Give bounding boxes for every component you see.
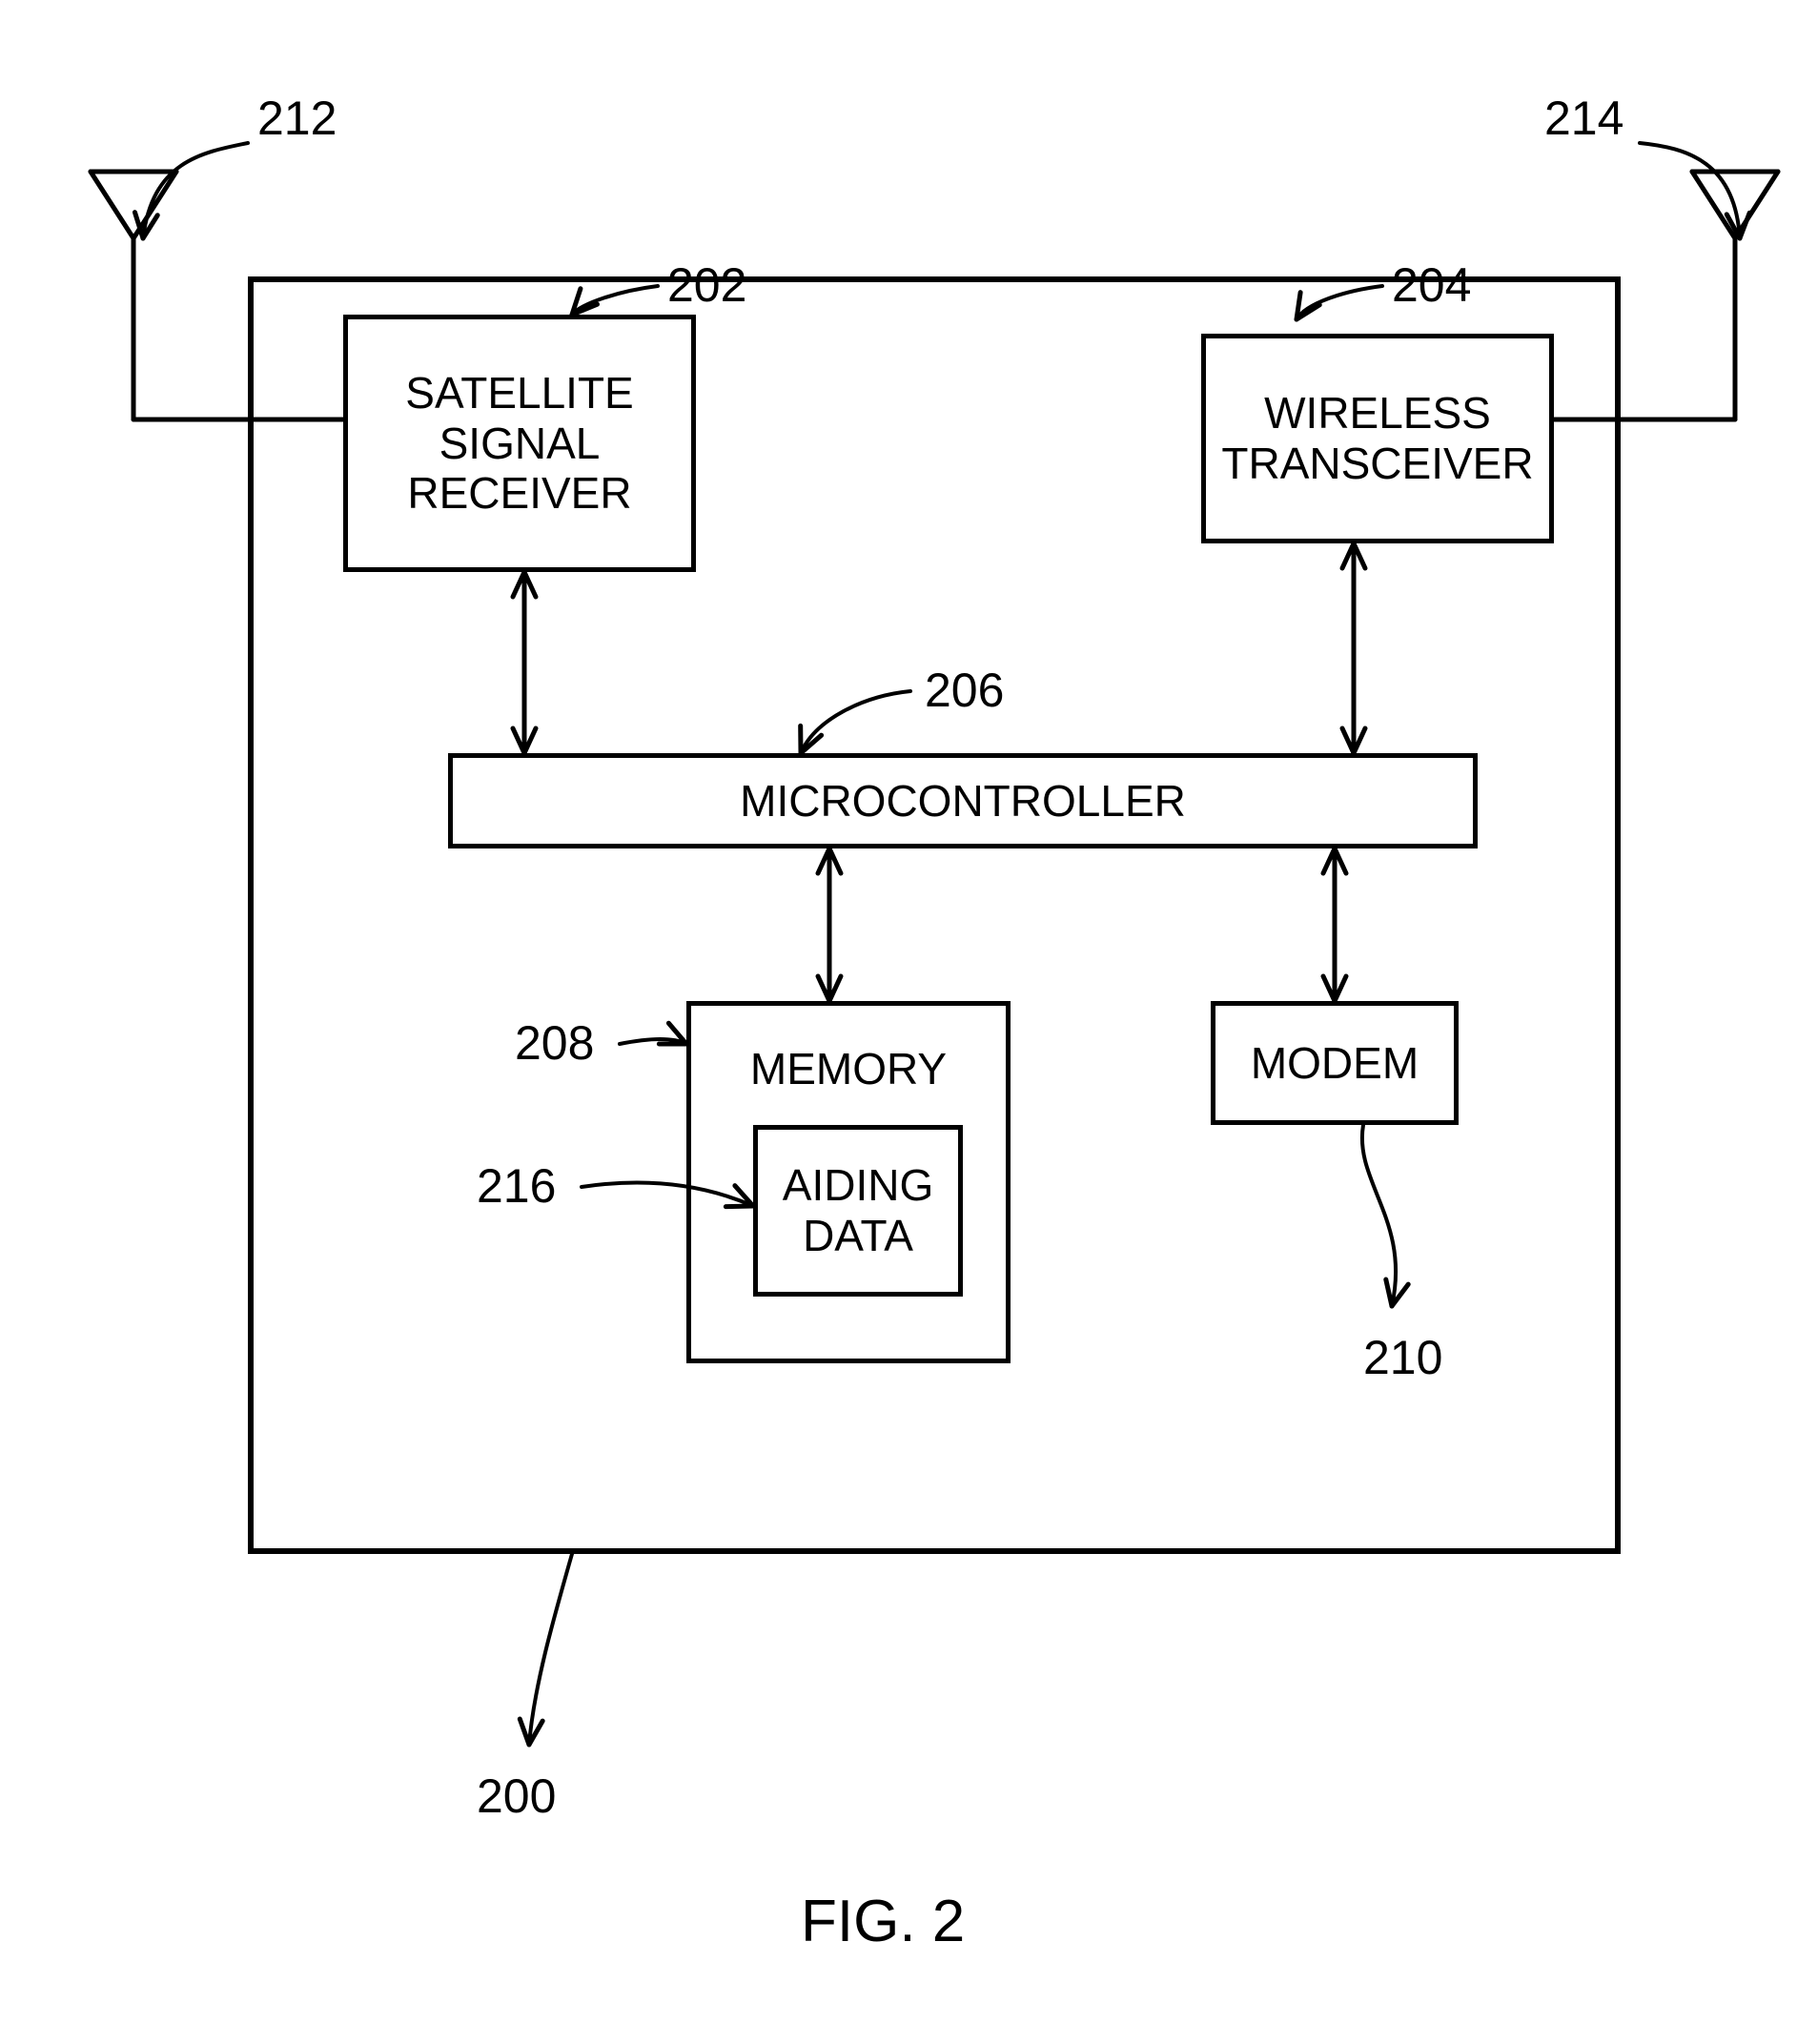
- ref-label-202: 202: [667, 257, 746, 313]
- memory-label: MEMORY: [691, 1044, 1006, 1094]
- ref-label-214: 214: [1544, 91, 1623, 146]
- ref-label-200: 200: [477, 1768, 556, 1824]
- figure-caption: FIG. 2: [801, 1888, 965, 1955]
- ref-label-206: 206: [925, 663, 1004, 718]
- ref-label-204: 204: [1392, 257, 1471, 313]
- aiding-data-block: AIDINGDATA: [753, 1125, 963, 1297]
- ref-label-210: 210: [1363, 1330, 1442, 1385]
- microcontroller-block: MICROCONTROLLER: [448, 753, 1478, 848]
- microcontroller-label: MICROCONTROLLER: [740, 776, 1186, 827]
- modem-label: MODEM: [1251, 1038, 1419, 1089]
- wireless-transceiver-label: WIRELESSTRANSCEIVER: [1221, 388, 1533, 489]
- wireless-transceiver-block: WIRELESSTRANSCEIVER: [1201, 334, 1554, 543]
- ref-label-212: 212: [257, 91, 337, 146]
- satellite-signal-receiver-label: SATELLITESIGNALRECEIVER: [405, 368, 633, 520]
- modem-block: MODEM: [1211, 1001, 1459, 1125]
- satellite-signal-receiver-block: SATELLITESIGNALRECEIVER: [343, 315, 696, 572]
- ref-label-208: 208: [515, 1015, 594, 1071]
- aiding-data-label: AIDINGDATA: [783, 1160, 933, 1261]
- figure-stage: SATELLITESIGNALRECEIVER WIRELESSTRANSCEI…: [0, 0, 1797, 2044]
- ref-label-216: 216: [477, 1158, 556, 1214]
